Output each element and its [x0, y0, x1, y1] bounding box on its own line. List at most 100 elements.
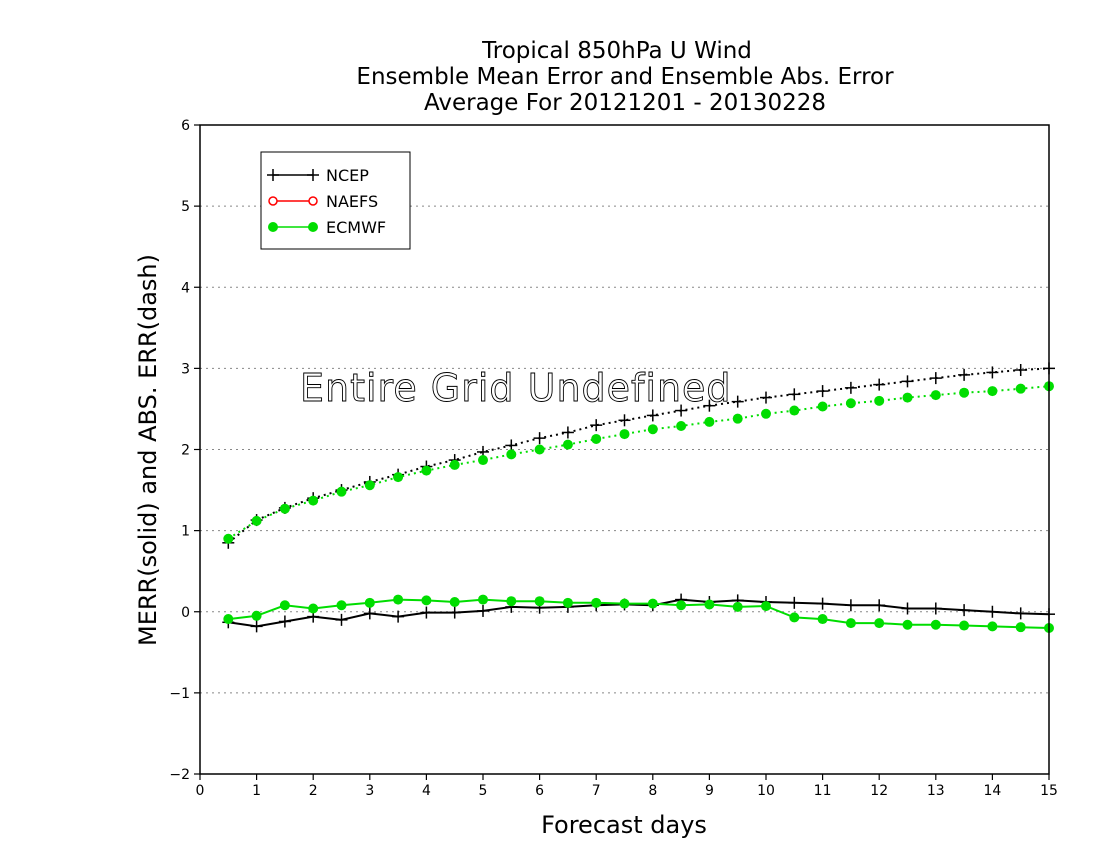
point-ecmwf-mean_error-17	[704, 599, 715, 610]
point-ecmwf-mean_error-10	[506, 596, 517, 607]
point-ncep-mean_error-6	[392, 610, 405, 623]
point-ncep-mean_error-1	[250, 620, 263, 633]
y-tick-label-2: 0	[181, 605, 190, 621]
point-ncep-mean_error-26	[958, 604, 971, 617]
point-ncep-abs_error-14	[618, 414, 631, 427]
y-tick-label-1: −1	[169, 686, 190, 702]
x-tick-label-10: 10	[757, 783, 775, 799]
x-tick-label-9: 9	[705, 783, 714, 799]
point-ecmwf-mean_error-5	[364, 597, 375, 608]
point-ncep-abs_error-25	[929, 372, 942, 385]
series-layer	[222, 362, 1055, 633]
point-ecmwf-mean_error-18	[732, 601, 743, 612]
point-ecmwf-mean_error-6	[393, 594, 404, 605]
chart-title-line-2: Ensemble Mean Error and Ensemble Abs. Er…	[356, 64, 894, 90]
x-tick-label-6: 6	[535, 783, 544, 799]
point-ecmwf-abs_error-20	[789, 405, 800, 416]
point-ecmwf-abs_error-21	[817, 401, 828, 412]
point-ecmwf-abs_error-7	[421, 465, 432, 476]
legend-marker-ncep-1	[307, 169, 319, 181]
point-ecmwf-mean_error-13	[591, 597, 602, 608]
point-ncep-mean_error-24	[901, 602, 914, 615]
point-ecmwf-mean_error-1	[251, 610, 262, 621]
y-tick-label-7: 5	[181, 199, 190, 215]
y-tick-label-8: 6	[181, 118, 190, 134]
point-ecmwf-abs_error-13	[591, 433, 602, 444]
point-ecmwf-abs_error-10	[506, 449, 517, 460]
point-ecmwf-mean_error-20	[789, 612, 800, 623]
y-tick-label-5: 3	[181, 361, 190, 377]
y-tick-label-6: 4	[181, 280, 190, 296]
point-ncep-mean_error-9	[477, 604, 489, 617]
point-ncep-abs_error-16	[675, 404, 688, 417]
x-tick-label-8: 8	[648, 783, 657, 799]
legend-marker-ecmwf-1	[308, 222, 318, 232]
point-ecmwf-abs_error-9	[478, 455, 488, 466]
point-ncep-abs_error-11	[533, 432, 546, 445]
point-ecmwf-abs_error-6	[393, 472, 404, 483]
point-ecmwf-mean_error-3	[308, 603, 319, 614]
chart-title-line-1: Tropical 850hPa U Wind	[481, 38, 752, 64]
x-tick-label-4: 4	[422, 783, 431, 799]
point-ecmwf-mean_error-27	[987, 621, 998, 632]
point-ecmwf-abs_error-5	[364, 480, 375, 491]
point-ncep-mean_error-22	[844, 599, 857, 612]
x-tick-label-14: 14	[983, 783, 1001, 799]
point-ncep-abs_error-18	[731, 395, 744, 408]
point-ncep-mean_error-8	[448, 606, 461, 619]
point-ncep-abs_error-27	[986, 366, 999, 379]
legend-label-ecmwf: ECMWF	[326, 218, 386, 237]
point-ncep-abs_error-28	[1014, 363, 1027, 376]
x-tick-label-0: 0	[196, 783, 205, 799]
y-tick-label-0: −2	[169, 767, 190, 783]
point-ecmwf-mean_error-14	[619, 598, 630, 609]
point-ncep-mean_error-21	[816, 597, 829, 610]
point-ecmwf-abs_error-8	[449, 459, 460, 470]
point-ecmwf-abs_error-18	[732, 413, 743, 424]
point-ncep-abs_error-21	[816, 385, 829, 398]
point-ncep-mean_error-5	[363, 607, 376, 620]
y-axis-title: MERR(solid) and ABS. ERR(dash)	[134, 254, 162, 646]
point-ecmwf-mean_error-19	[761, 601, 771, 612]
point-ecmwf-abs_error-23	[874, 395, 885, 406]
point-ecmwf-abs_error-27	[987, 386, 998, 397]
point-ncep-mean_error-23	[873, 599, 886, 612]
point-ncep-mean_error-2	[278, 615, 291, 628]
point-ncep-abs_error-24	[901, 375, 914, 388]
x-tick-label-11: 11	[814, 783, 832, 799]
point-ecmwf-abs_error-14	[619, 429, 630, 440]
point-ncep-abs_error-13	[590, 419, 603, 432]
point-ecmwf-mean_error-12	[562, 597, 573, 608]
point-ecmwf-abs_error-12	[562, 439, 573, 450]
point-ncep-mean_error-25	[929, 602, 942, 615]
series-ecmwf-mean_error	[223, 594, 1054, 633]
x-tick-label-2: 2	[309, 783, 318, 799]
point-ncep-abs_error-20	[788, 388, 801, 401]
point-ecmwf-mean_error-15	[647, 598, 658, 609]
point-ecmwf-abs_error-2	[279, 503, 290, 514]
x-tick-label-3: 3	[365, 783, 374, 799]
series-ncep-mean_error	[222, 593, 1055, 633]
point-ncep-abs_error-23	[873, 378, 886, 391]
point-ecmwf-abs_error-15	[647, 424, 658, 435]
point-ecmwf-abs_error-24	[902, 392, 913, 403]
point-ecmwf-abs_error-4	[336, 486, 347, 497]
x-tick-label-12: 12	[870, 783, 888, 799]
point-ecmwf-abs_error-19	[761, 408, 771, 419]
legend-marker-ncep-0	[267, 169, 279, 181]
legend-marker-naefs-1	[308, 196, 318, 206]
legend: NCEP NAEFS ECMWF	[260, 151, 411, 250]
point-ecmwf-mean_error-9	[478, 594, 488, 605]
x-tick-label-15: 15	[1040, 783, 1058, 799]
point-ecmwf-mean_error-26	[959, 620, 970, 631]
x-tick-label-1: 1	[252, 783, 261, 799]
point-ncep-abs_error-17	[703, 399, 716, 412]
point-ecmwf-abs_error-1	[251, 515, 262, 526]
point-ncep-abs_error-19	[760, 391, 772, 404]
point-ecmwf-abs_error-16	[676, 420, 687, 431]
point-ncep-mean_error-7	[420, 606, 433, 619]
point-ncep-abs_error-26	[958, 368, 971, 381]
point-ecmwf-mean_error-21	[817, 614, 828, 625]
point-ncep-mean_error-28	[1014, 607, 1027, 620]
